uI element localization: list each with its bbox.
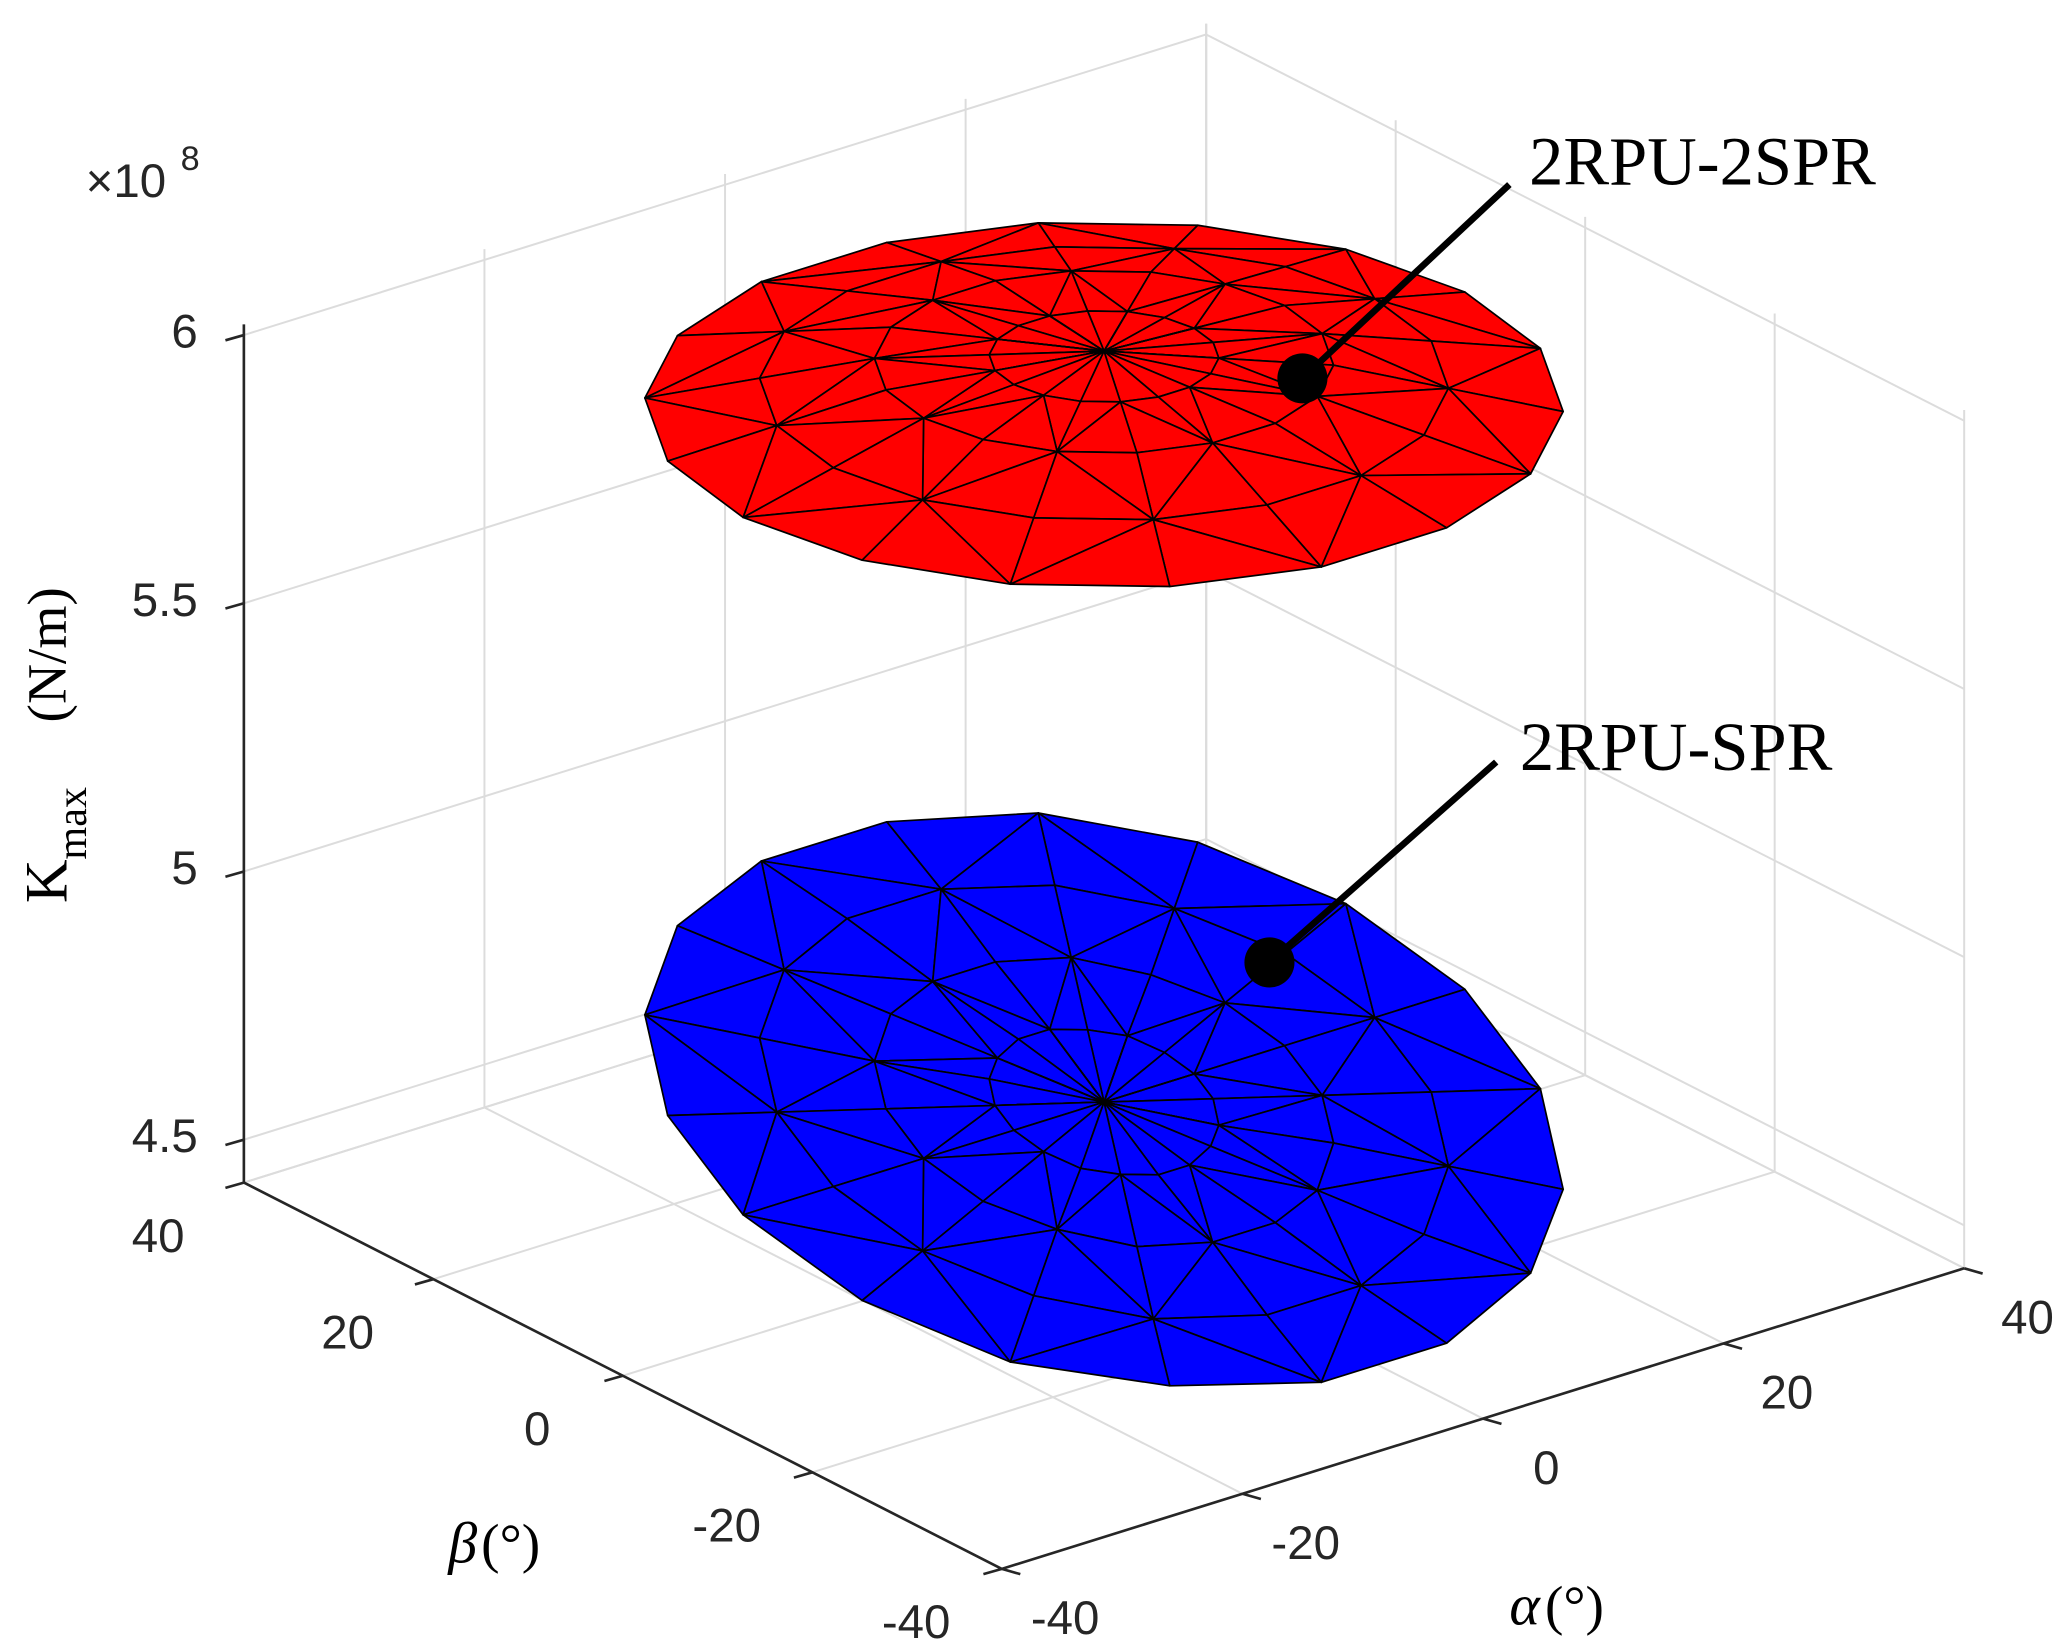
z-axis-label: K max (N/m) [14,587,96,903]
multiplier-exponent: 8 [181,140,200,178]
surface-face [1173,224,1347,251]
annotation-dot [1244,937,1295,988]
y-tick-label: 0 [524,1403,550,1456]
surface-face [1320,474,1448,568]
z-label-unit: (N/m) [16,587,77,722]
z-label-sub: max [49,787,96,860]
x-label-symbol: α [1509,1572,1541,1637]
x-tick [1482,1417,1502,1426]
annotations: 2RPU-2SPR 2RPU-SPR [1244,123,1876,988]
surface-face [1103,1073,1196,1103]
grid-line [1205,33,1965,422]
surface-face [1103,310,1129,352]
annotation-line [1267,759,1499,965]
y-label-symbol: β [447,1510,477,1575]
surface-face [996,1057,1105,1103]
z-tick-label: 5.5 [132,574,198,627]
x-axis-label: α (°) [1509,1572,1604,1637]
z-tick-label: 5 [171,842,197,895]
y-tick-label: -20 [692,1500,761,1553]
x-tick [1963,1267,1983,1275]
surface-face [1173,841,1347,910]
surfaces [644,222,1565,1387]
y-axis-label: β (°) [447,1510,540,1575]
z-tick [225,601,245,610]
z-tick [225,870,245,879]
y-label-unit: (°) [481,1513,540,1574]
y-tick [604,1374,624,1383]
x-tick-label: 20 [1760,1367,1813,1420]
y-tick-label: 40 [132,1210,185,1263]
surface [644,812,1565,1387]
surface-face [1103,1034,1129,1103]
z-label-main: K [14,859,81,903]
y-tick-label: 20 [321,1306,374,1359]
y-tick [414,1277,434,1286]
multiplier: ×10 8 [86,140,200,208]
surface-face [861,1250,1012,1363]
surface-face [1048,315,1105,352]
x-tick-label: 40 [2001,1292,2054,1345]
surface-face [1009,1318,1171,1387]
y-tick [983,1567,1003,1576]
z-tick [225,333,245,342]
x-tick [1242,1492,1262,1501]
grid-line [1205,570,1965,959]
surface-face [1048,1028,1105,1103]
x-tick [1001,1567,1021,1576]
axes: 4.5 5 5.5 6 -40 -20 0 20 40 -40 -20 0 20 40 [132,306,2054,1648]
x-tick [1723,1342,1743,1350]
annotation-line [1300,182,1512,381]
annotation-label: 2RPU-2SPR [1529,123,1876,199]
annotation-dot [1277,353,1328,404]
x-tick-label: 0 [1533,1442,1559,1495]
z-tick-label: 4.5 [132,1110,198,1163]
grid-line [243,569,1207,873]
surface-face [996,338,1105,352]
y-tick-label: -40 [882,1596,951,1648]
surface-face [1009,518,1171,588]
z-tick-label: 6 [171,306,197,359]
grid-line [243,33,1207,336]
surface-face [861,499,1012,586]
z-tick [225,1138,245,1147]
y-tick [225,1181,245,1190]
surface-face [1320,1284,1448,1384]
x-tick-label: -40 [1031,1592,1100,1645]
y-tick [793,1471,813,1479]
multiplier-base: ×10 [86,155,166,208]
surface-face [1103,327,1196,352]
surface [644,222,1565,588]
annotation-label: 2RPU-SPR [1520,709,1833,785]
x-label-unit: (°) [1545,1575,1604,1636]
x-tick-label: -20 [1271,1517,1340,1570]
